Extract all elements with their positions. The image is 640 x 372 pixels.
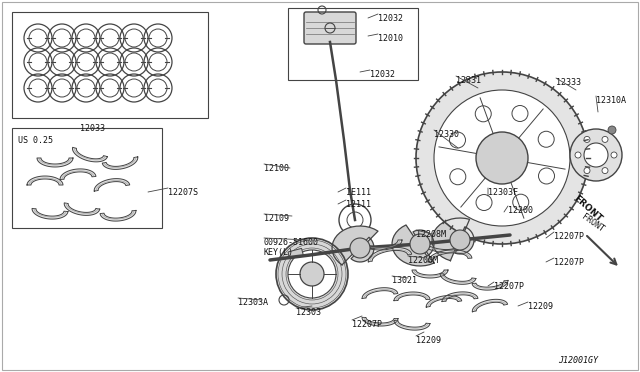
Polygon shape (100, 211, 136, 221)
Circle shape (584, 143, 608, 167)
Polygon shape (60, 169, 96, 180)
Text: KEY(L): KEY(L) (264, 248, 294, 257)
Circle shape (538, 168, 554, 184)
Polygon shape (394, 320, 430, 330)
Text: 12033: 12033 (79, 124, 104, 133)
FancyBboxPatch shape (304, 12, 356, 44)
Text: FRONT: FRONT (572, 194, 604, 224)
Circle shape (538, 131, 554, 147)
Circle shape (434, 90, 570, 226)
Polygon shape (362, 317, 398, 326)
Polygon shape (472, 299, 508, 312)
Polygon shape (27, 176, 63, 185)
Polygon shape (102, 157, 138, 169)
Text: 12100: 12100 (264, 164, 289, 173)
Circle shape (450, 230, 470, 250)
Circle shape (350, 238, 370, 258)
Text: 12207S: 12207S (168, 188, 198, 197)
Text: 12207P: 12207P (554, 258, 584, 267)
Polygon shape (368, 247, 412, 262)
Polygon shape (362, 288, 398, 298)
Circle shape (575, 152, 581, 158)
Polygon shape (428, 250, 472, 262)
Circle shape (570, 129, 622, 181)
Polygon shape (332, 226, 378, 265)
Circle shape (410, 234, 430, 254)
Text: 00926-51600: 00926-51600 (264, 238, 319, 247)
Text: 12303A: 12303A (238, 298, 268, 307)
Text: 12032: 12032 (378, 14, 403, 23)
Polygon shape (37, 158, 73, 167)
Text: 12331: 12331 (456, 76, 481, 85)
Text: 12333: 12333 (556, 78, 581, 87)
Polygon shape (32, 208, 68, 219)
Text: 12310A: 12310A (596, 96, 626, 105)
Circle shape (584, 137, 590, 142)
Circle shape (602, 137, 608, 142)
Circle shape (416, 72, 588, 244)
Text: 12207P: 12207P (494, 282, 524, 291)
Text: 1E111: 1E111 (346, 188, 371, 197)
Polygon shape (394, 292, 430, 301)
Text: 12209: 12209 (528, 302, 553, 311)
Circle shape (300, 262, 324, 286)
Text: 12200: 12200 (508, 206, 533, 215)
Text: 13021: 13021 (392, 276, 417, 285)
Text: 12303F: 12303F (488, 188, 518, 197)
Text: 12010: 12010 (378, 34, 403, 43)
Text: J12001GY: J12001GY (558, 356, 598, 365)
Circle shape (602, 168, 608, 174)
Text: 12111: 12111 (346, 200, 371, 209)
Polygon shape (392, 225, 434, 266)
Bar (288, 248, 303, 259)
Circle shape (450, 169, 466, 185)
Text: 12330: 12330 (434, 130, 459, 139)
Polygon shape (72, 147, 108, 162)
Circle shape (476, 195, 492, 211)
Polygon shape (426, 295, 461, 307)
Bar (288, 8, 418, 80)
Text: 12303: 12303 (296, 308, 321, 317)
Circle shape (449, 132, 465, 148)
Polygon shape (412, 270, 448, 278)
Text: 12032: 12032 (370, 70, 395, 79)
Polygon shape (440, 273, 476, 284)
Circle shape (608, 126, 616, 134)
Bar (12, 12, 208, 118)
Circle shape (584, 168, 590, 174)
Circle shape (476, 132, 528, 184)
Polygon shape (442, 292, 478, 302)
Circle shape (476, 106, 492, 122)
Polygon shape (358, 240, 402, 250)
Circle shape (513, 194, 529, 210)
Polygon shape (94, 179, 130, 191)
Polygon shape (432, 218, 474, 261)
Circle shape (611, 152, 617, 158)
Text: 12209: 12209 (416, 336, 441, 345)
Polygon shape (64, 203, 100, 215)
Text: 12200M: 12200M (408, 256, 438, 265)
Polygon shape (472, 280, 508, 290)
Circle shape (288, 250, 336, 298)
Bar (12, 128, 162, 228)
Text: FRONT: FRONT (580, 212, 605, 234)
Text: 12109: 12109 (264, 214, 289, 223)
Polygon shape (419, 238, 461, 253)
Text: 12207P: 12207P (352, 320, 382, 329)
Circle shape (276, 238, 348, 310)
Circle shape (512, 106, 528, 122)
Text: 12208M: 12208M (416, 230, 446, 239)
Text: 12207P: 12207P (554, 232, 584, 241)
Text: US 0.25: US 0.25 (18, 136, 53, 145)
